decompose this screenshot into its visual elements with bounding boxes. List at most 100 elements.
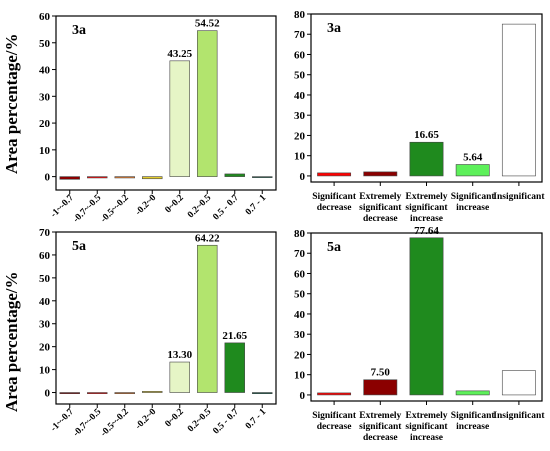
x-tick-label: 0.5 - 0.7	[211, 407, 241, 437]
bar-3	[114, 176, 135, 179]
data-label: 13.30	[167, 349, 192, 361]
y-tick-label: 60	[39, 250, 51, 262]
plot-frame	[55, 231, 277, 405]
y-tick-label: 10	[294, 151, 306, 163]
panel-label: 5a	[72, 239, 86, 254]
x-tick-label: -1~-0.7	[49, 407, 76, 434]
x-tick-label: Insignificant	[493, 411, 545, 421]
x-tick-label: 0.2~0.5	[186, 193, 214, 221]
chart-panel-4: 0 10 20 30 40 50 60 70 80 5a Significant decrease 7.…	[294, 225, 545, 443]
bar-4	[455, 390, 490, 396]
x-tick-label: -0.2~0	[134, 193, 159, 218]
data-label: 54.52	[195, 18, 220, 30]
bar-2	[363, 171, 398, 177]
x-tick-label: 0.7 - 1	[244, 193, 269, 218]
data-label: 43.25	[167, 48, 192, 60]
bar-1	[317, 392, 352, 396]
plot-frame	[55, 15, 277, 191]
y-tick-label: 30	[294, 110, 306, 122]
y-tick-label: 0	[300, 390, 306, 402]
x-tick-label: Extremely significant increase	[405, 411, 448, 443]
x-tick-label: 0~0.2	[164, 407, 186, 429]
y-tick-label: 40	[39, 65, 51, 77]
bar-8	[252, 176, 273, 178]
y-tick-label: 50	[39, 38, 51, 50]
y-tick-label: 50	[294, 289, 306, 301]
panel-label: 3a	[72, 23, 86, 38]
x-tick-label: Significant increase	[451, 192, 496, 213]
bar-8	[252, 392, 273, 394]
x-tick-label: Extremely significant increase	[405, 192, 448, 224]
x-tick-label: 0~0.2	[164, 193, 186, 215]
y-tick-label: 70	[39, 227, 51, 239]
bar-2	[87, 176, 108, 179]
bar-4	[455, 164, 490, 177]
bar-3	[409, 237, 444, 396]
chart-panel-3: 0 10 20 30 40 50 60 70 5a -1~-0.7-0.7~-0.5-0.5~-0…	[39, 227, 277, 439]
bar-6	[197, 30, 218, 177]
bar-7	[224, 173, 245, 177]
x-tick-label: -0.5~-0.2	[99, 193, 131, 225]
bar-6	[197, 244, 218, 393]
y-tick-label: 80	[294, 9, 306, 21]
bar-5	[169, 60, 190, 177]
bar-3	[114, 392, 135, 394]
bar-1	[59, 392, 80, 394]
data-label: 64.22	[195, 232, 220, 244]
y-tick-label: 40	[294, 309, 306, 321]
y-tick-label: 10	[39, 365, 51, 377]
y-tick-label: 70	[294, 29, 306, 41]
y-tick-label: 20	[39, 342, 51, 354]
bar-1	[317, 172, 352, 177]
y-tick-label: 40	[294, 90, 306, 102]
x-tick-label: Significant decrease	[312, 192, 357, 213]
bar-2	[87, 392, 108, 394]
y-tick-label: 20	[294, 349, 306, 361]
data-label: 16.65	[414, 129, 439, 141]
y-tick-label: 30	[39, 319, 51, 331]
x-tick-label: -1~-0.7	[49, 193, 76, 220]
y-tick-label: 10	[294, 370, 306, 382]
chart-panel-1: 0 10 20 30 40 50 60 3a -1~-0.7-0.7~-0.5-0.5~-0.2…	[39, 11, 277, 225]
y-tick-label: 30	[39, 91, 51, 103]
x-tick-label: Insignificant	[493, 192, 545, 202]
y-tick-label: 60	[39, 11, 51, 23]
x-tick-label: -0.7~-0.5	[72, 193, 104, 225]
data-label: 5.64	[463, 152, 483, 164]
bar-2	[363, 379, 398, 396]
y-tick-label: 40	[39, 296, 51, 308]
x-tick-label: Significant increase	[451, 411, 496, 432]
x-tick-label: 0.5 - 0.7	[211, 193, 241, 223]
bar-5	[501, 370, 536, 396]
x-tick-label: -0.7~-0.5	[72, 407, 104, 439]
y-tick-label: 60	[294, 49, 306, 61]
y-tick-label: 70	[294, 248, 306, 260]
bar-5	[169, 361, 190, 393]
y-tick-label: 50	[294, 70, 306, 82]
panel-label: 3a	[327, 21, 341, 36]
x-tick-label: Extremely significant decrease	[359, 411, 402, 443]
y-tick-label: 50	[39, 273, 51, 285]
y-tick-label: 10	[39, 145, 51, 157]
data-label: 21.65	[222, 330, 247, 342]
y-tick-label: 20	[294, 130, 306, 142]
y-tick-label: 30	[294, 329, 306, 341]
y-tick-label: 80	[294, 228, 306, 240]
bar-7	[224, 342, 245, 393]
x-tick-label: 0.2~0.5	[186, 407, 214, 435]
bar-5	[501, 23, 536, 177]
data-label: 77.64	[414, 225, 439, 237]
y-tick-label: 20	[39, 118, 51, 130]
data-label: 7.50	[371, 367, 391, 379]
x-tick-label: Extremely significant decrease	[359, 192, 402, 224]
x-tick-label: -0.2~0	[134, 407, 159, 432]
y-tick-label: 0	[300, 171, 306, 183]
y-tick-label: 0	[45, 388, 51, 400]
x-tick-label: 0.7 - 1	[244, 407, 269, 432]
bar-1	[59, 176, 80, 180]
y-tick-label: 0	[45, 172, 51, 184]
bar-4	[142, 176, 163, 180]
bar-3	[409, 141, 444, 177]
